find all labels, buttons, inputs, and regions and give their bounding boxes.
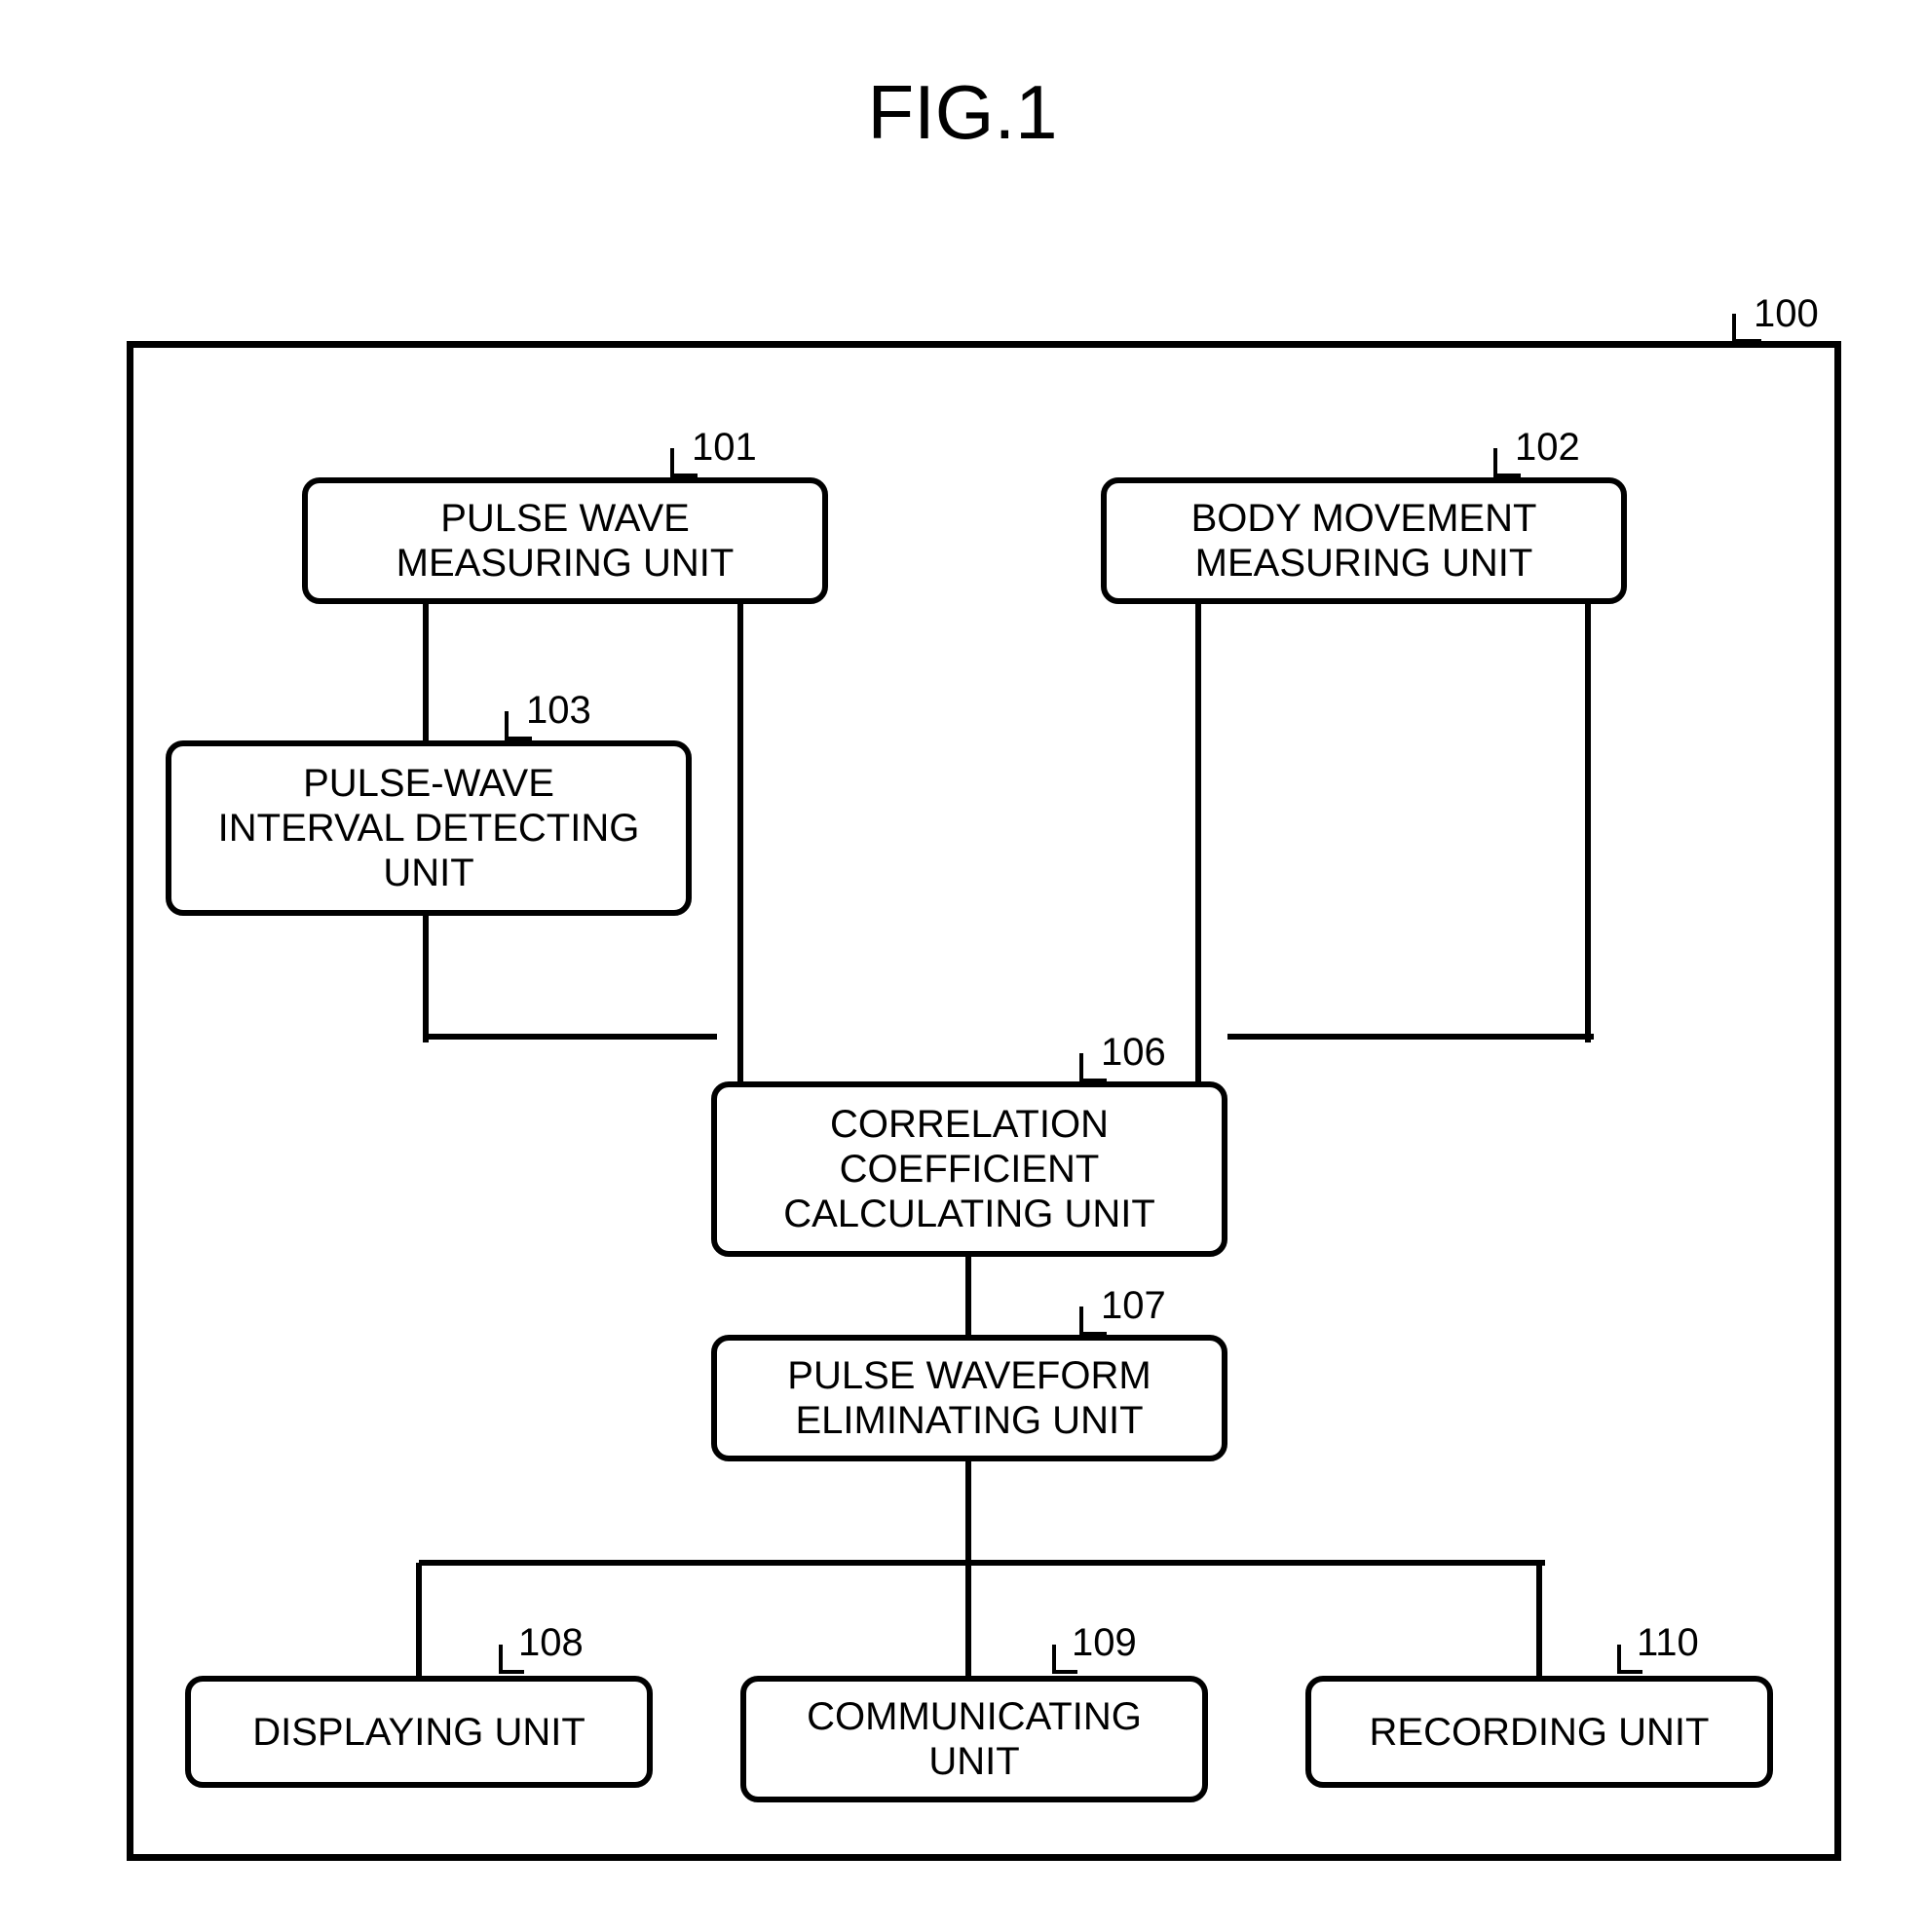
connector — [423, 916, 429, 1042]
ref-label-103: 103 — [526, 689, 591, 733]
ref-label-100: 100 — [1754, 292, 1819, 336]
block-n106: CORRELATION COEFFICIENT CALCULATING UNIT — [711, 1081, 1227, 1257]
block-n108: DISPLAYING UNIT — [185, 1676, 653, 1788]
ref-label-101: 101 — [692, 426, 757, 470]
connector — [1195, 604, 1201, 1087]
connector — [965, 1257, 971, 1335]
connector — [416, 1563, 422, 1676]
connector — [426, 1034, 717, 1040]
block-n102: BODY MOVEMENT MEASURING UNIT — [1101, 477, 1627, 604]
figure-stage: FIG.1 PULSE WAVE MEASURING UNIT BODY MOVE… — [0, 0, 1925, 1932]
block-n110: RECORDING UNIT — [1305, 1676, 1773, 1788]
connector — [423, 604, 429, 740]
connector — [1536, 1563, 1542, 1676]
connector — [1585, 604, 1591, 1042]
block-n101: PULSE WAVE MEASURING UNIT — [302, 477, 828, 604]
block-n103: PULSE-WAVE INTERVAL DETECTING UNIT — [166, 740, 692, 916]
ref-label-110: 110 — [1637, 1621, 1699, 1665]
ref-label-109: 109 — [1072, 1621, 1137, 1665]
connector — [1227, 1034, 1594, 1040]
ref-label-107: 107 — [1101, 1284, 1166, 1328]
ref-label-108: 108 — [518, 1621, 584, 1665]
ref-label-106: 106 — [1101, 1031, 1166, 1075]
connector — [737, 604, 743, 1087]
ref-label-102: 102 — [1515, 426, 1580, 470]
block-n109: COMMUNICATING UNIT — [740, 1676, 1208, 1802]
block-n107: PULSE WAVEFORM ELIMINATING UNIT — [711, 1335, 1227, 1461]
figure-title: FIG.1 — [0, 68, 1925, 157]
connector — [965, 1461, 971, 1569]
connector — [419, 1560, 1545, 1566]
connector — [965, 1563, 971, 1676]
